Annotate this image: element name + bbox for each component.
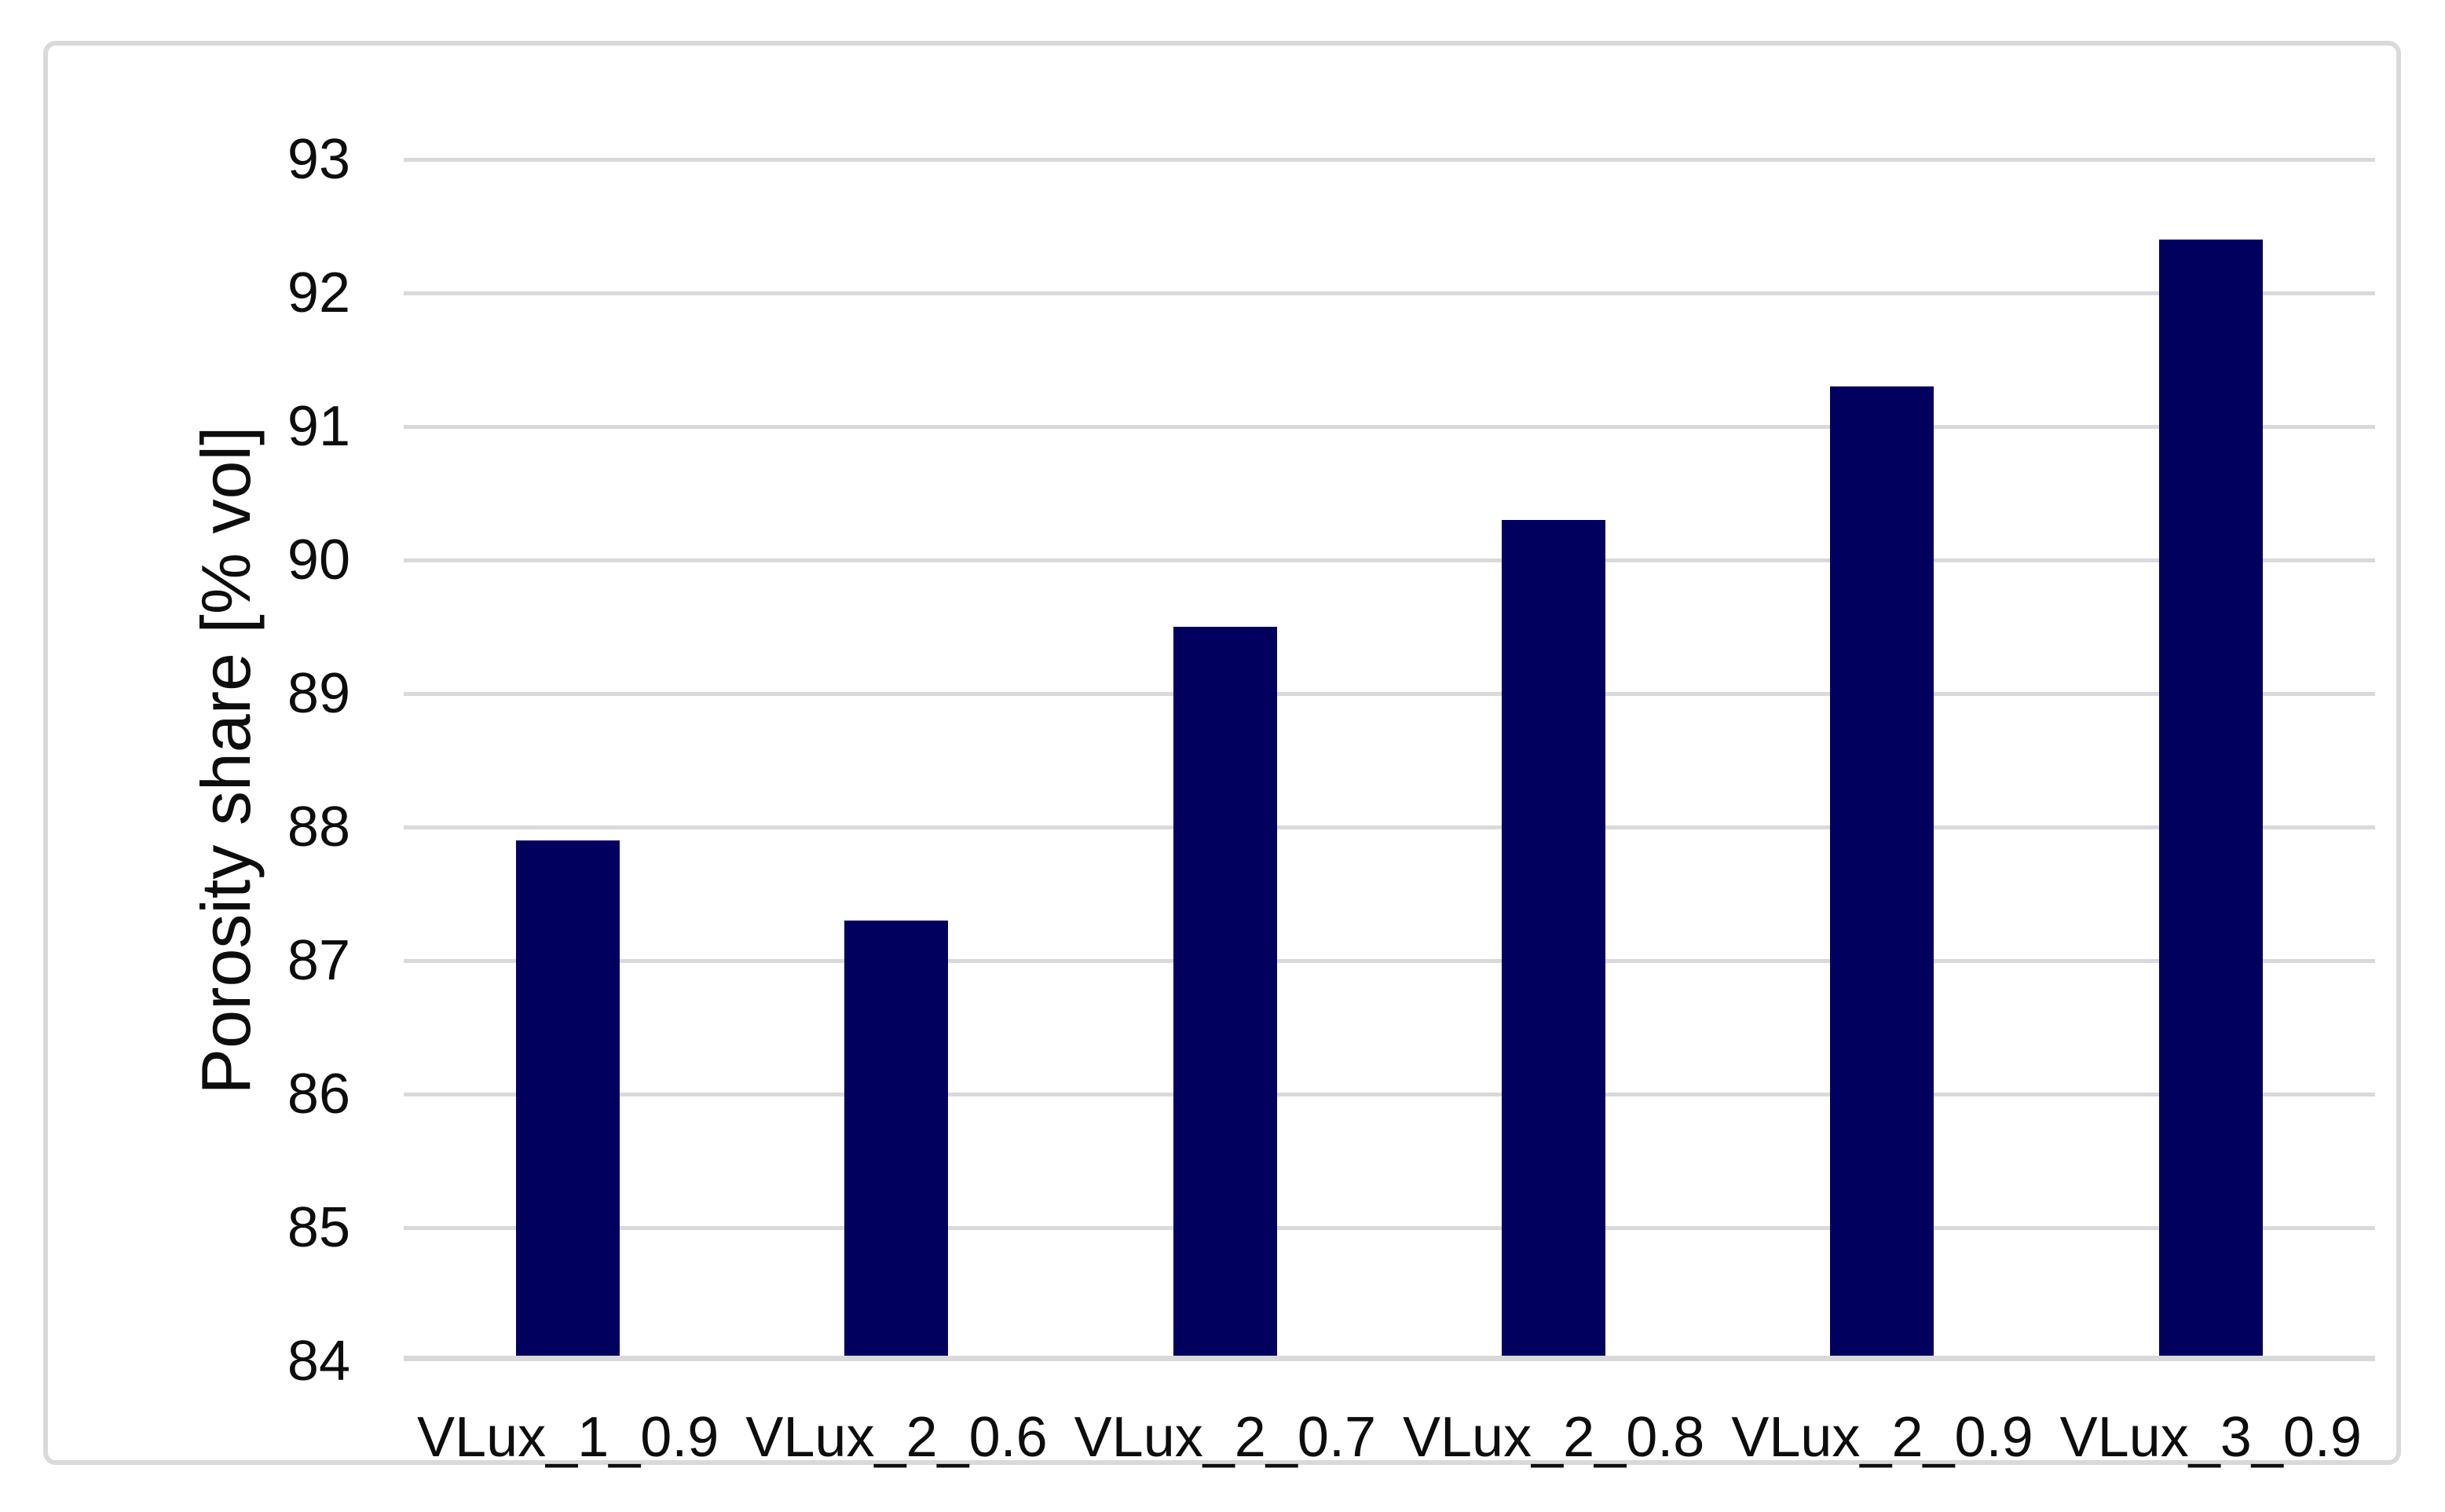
gridline xyxy=(404,692,2375,696)
gridline xyxy=(404,1226,2375,1230)
y-tick-label: 84 xyxy=(287,1330,350,1393)
bar-slot xyxy=(2047,159,2375,1361)
gridline xyxy=(404,558,2375,562)
bar xyxy=(1502,520,1606,1356)
y-tick-label: 85 xyxy=(287,1196,350,1259)
plot-area xyxy=(404,158,2375,1361)
x-category-label: VLux_3_0.9 xyxy=(2059,1406,2362,1469)
gridline xyxy=(404,1093,2375,1096)
x-category-label: VLux_2_0.7 xyxy=(1074,1406,1376,1469)
bar xyxy=(1830,386,1934,1356)
y-tick-label: 89 xyxy=(287,662,350,725)
y-axis-title: Porosity share [% vol] xyxy=(187,426,265,1095)
gridline xyxy=(404,959,2375,963)
x-axis-line xyxy=(404,1356,2375,1361)
gridline xyxy=(404,826,2375,829)
x-category-label: VLux_1_0.9 xyxy=(417,1406,719,1469)
bar xyxy=(2158,240,2263,1356)
bar-slot xyxy=(1061,159,1389,1361)
gridline xyxy=(404,291,2375,295)
y-tick-label: 93 xyxy=(287,128,350,191)
x-category-label: VLux_2_0.8 xyxy=(1402,1406,1705,1469)
bar-slot xyxy=(404,159,732,1361)
y-tick-label: 86 xyxy=(287,1063,350,1126)
y-tick-label: 91 xyxy=(287,395,350,458)
x-axis-category-labels: VLux_1_0.9 VLux_2_0.6 VLux_2_0.7 VLux_2_0.8… xyxy=(404,1402,2375,1473)
x-category-label: VLux_2_0.9 xyxy=(1731,1406,2033,1469)
bar-slot xyxy=(732,159,1060,1361)
y-tick-label: 88 xyxy=(287,796,350,859)
bar-slot xyxy=(1389,159,1718,1361)
bar xyxy=(1173,627,1277,1356)
chart-frame: Porosity share [% vol] 93 92 91 90 89 88 87 86 8… xyxy=(43,41,2401,1469)
bar-slot xyxy=(1718,159,2046,1361)
y-tick-label: 90 xyxy=(287,529,350,591)
bar xyxy=(844,921,949,1356)
gridline xyxy=(404,158,2375,162)
y-tick-label: 92 xyxy=(287,262,350,324)
bar-series xyxy=(404,159,2375,1361)
x-category-label: VLux_2_0.6 xyxy=(745,1406,1048,1469)
gridline xyxy=(404,425,2375,429)
y-tick-label: 87 xyxy=(287,929,350,992)
bar xyxy=(516,840,620,1356)
